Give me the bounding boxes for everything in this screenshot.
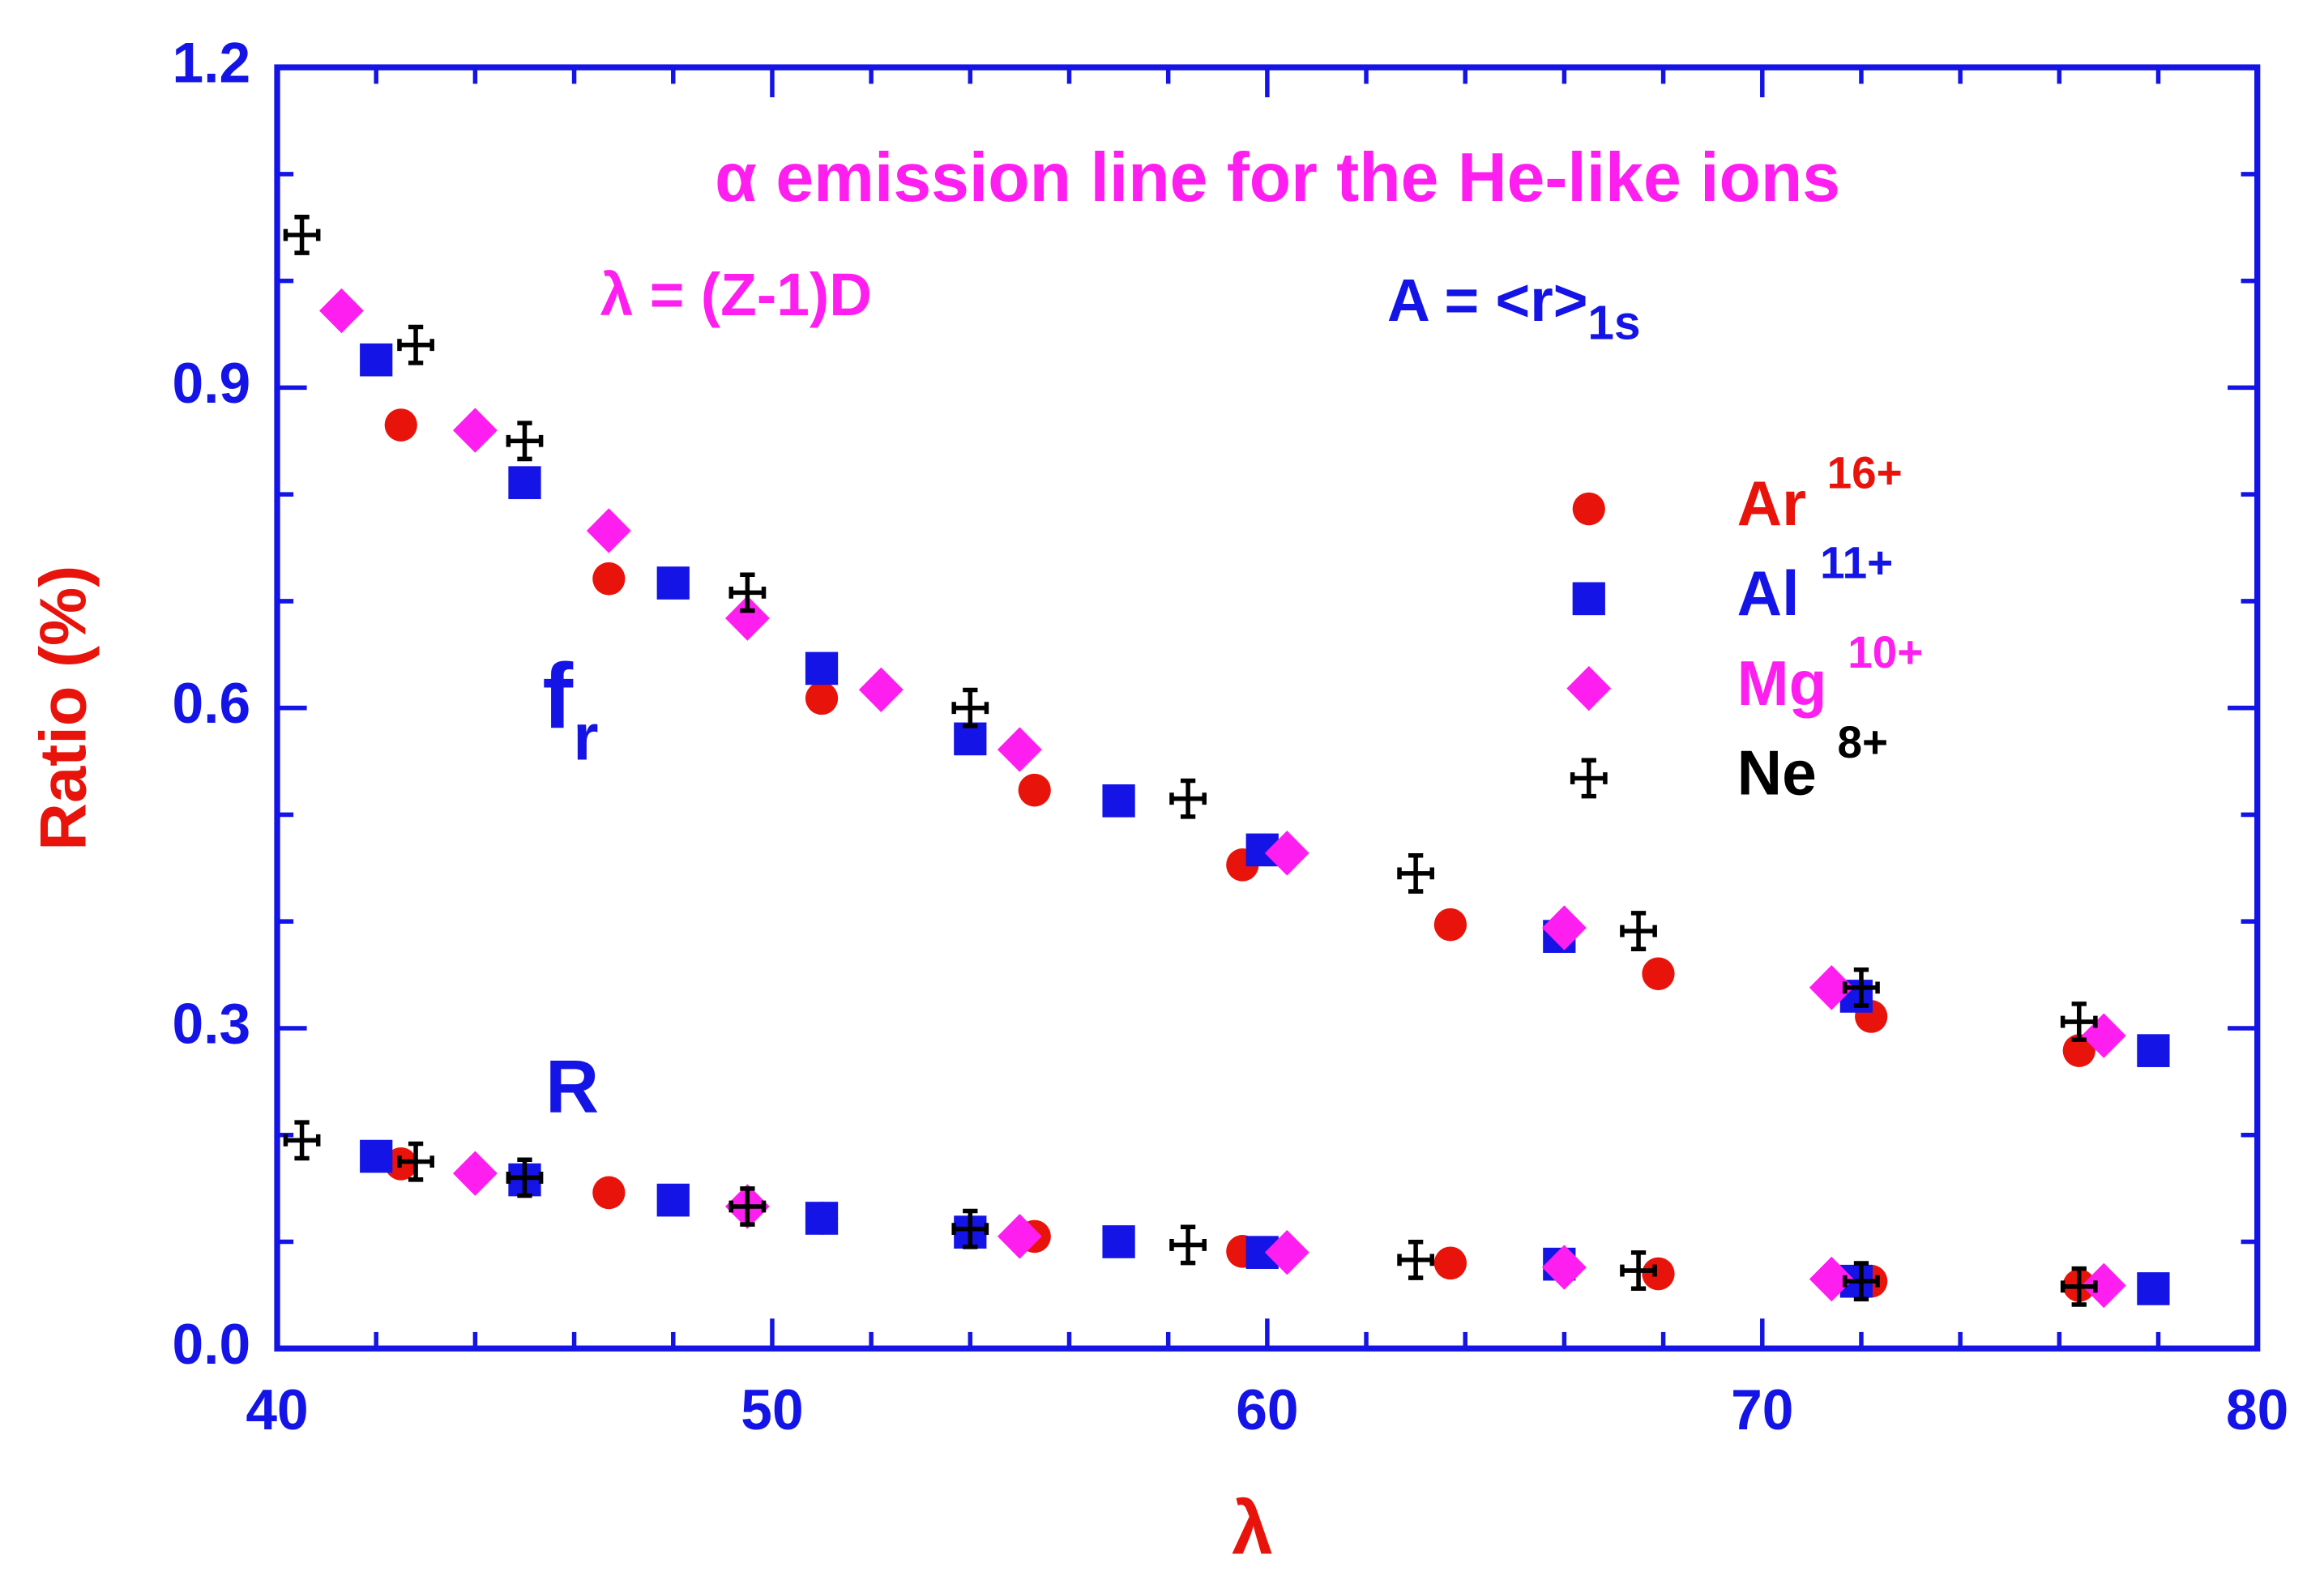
- annotation: R: [545, 1045, 599, 1128]
- x-tick-label: 40: [246, 1378, 308, 1441]
- point: [2060, 1002, 2098, 1042]
- annotation: λ = (Z-1)D: [600, 261, 872, 328]
- point: [1843, 967, 1880, 1008]
- y-tick-label: 0.6: [173, 672, 251, 735]
- chart-title: α emission line for the He-like ions: [715, 138, 1840, 215]
- point: [805, 681, 839, 715]
- legend-charge: 11+: [1820, 537, 1893, 587]
- legend-name: Ar: [1737, 469, 1806, 539]
- point: [397, 1141, 434, 1182]
- point: [1642, 957, 1675, 991]
- point: [1102, 1225, 1135, 1258]
- legend-name: Ne: [1737, 739, 1817, 809]
- point: [592, 1176, 626, 1210]
- annotation-main: A = <r>: [1387, 267, 1587, 334]
- point: [728, 1186, 767, 1227]
- point: [2060, 1266, 2098, 1307]
- point: [656, 1183, 690, 1217]
- point: [1541, 1245, 1587, 1290]
- legend-label: Al 11+: [1737, 537, 1893, 630]
- point: [319, 288, 364, 334]
- point: [452, 1151, 498, 1196]
- point: [1018, 773, 1051, 807]
- legend-name: Al: [1737, 559, 1800, 629]
- legend-marker: [1566, 665, 1612, 711]
- legend-marker: [1572, 492, 1605, 526]
- point: [1433, 1246, 1467, 1280]
- point: [1809, 965, 1854, 1010]
- point: [1169, 778, 1207, 819]
- legend-label: Ar 16+: [1737, 447, 1903, 540]
- annotation-sub: r: [573, 701, 598, 774]
- point: [586, 508, 631, 553]
- point: [1397, 1239, 1435, 1280]
- annotation: fr: [542, 645, 598, 775]
- point: [592, 562, 626, 596]
- point: [1620, 911, 1657, 951]
- x-axis-label: λ: [1232, 1487, 1273, 1570]
- point: [2137, 1272, 2170, 1305]
- x-tick-label: 60: [1236, 1378, 1298, 1441]
- legend-label: Ne 8+: [1737, 716, 1888, 809]
- point: [951, 1208, 989, 1249]
- point: [1642, 1257, 1675, 1291]
- point: [951, 687, 989, 728]
- point: [728, 572, 767, 613]
- point: [384, 408, 417, 442]
- legend-label: Mg 10+: [1737, 626, 1924, 719]
- point: [2062, 1034, 2095, 1067]
- point: [1102, 784, 1135, 818]
- point: [283, 215, 321, 255]
- point: [1397, 852, 1435, 894]
- legend-charge: 8+: [1837, 716, 1888, 767]
- legend-marker: [1572, 582, 1605, 616]
- point: [1843, 1261, 1880, 1302]
- y-tick-label: 0.9: [173, 352, 251, 415]
- y-tick-label: 0.3: [173, 992, 251, 1055]
- legend-marker: [1570, 758, 1608, 799]
- point: [805, 651, 839, 685]
- point: [858, 667, 904, 712]
- point: [997, 1214, 1042, 1259]
- legend-charge: 16+: [1827, 447, 1903, 498]
- point: [360, 1139, 393, 1173]
- legend-name: Mg: [1737, 649, 1827, 719]
- point: [656, 566, 690, 600]
- point: [2137, 1034, 2170, 1067]
- x-tick-label: 80: [2226, 1378, 2288, 1441]
- point: [1264, 831, 1309, 876]
- y-tick-label: 0.0: [173, 1312, 251, 1375]
- point: [506, 421, 544, 462]
- point: [508, 466, 541, 499]
- point: [506, 1157, 544, 1198]
- y-axis-label: Ratio (%): [28, 566, 100, 851]
- point: [1809, 1256, 1854, 1302]
- point: [283, 1120, 321, 1161]
- point: [1169, 1224, 1207, 1266]
- y-tick-label: 1.2: [173, 31, 251, 94]
- point: [805, 1202, 839, 1235]
- point: [452, 408, 498, 453]
- legend-charge: 10+: [1848, 626, 1923, 677]
- point: [397, 324, 434, 365]
- annotation: A = <r>1s: [1387, 267, 1640, 349]
- annotation-main: f: [542, 645, 574, 749]
- point: [1620, 1250, 1657, 1291]
- x-tick-label: 50: [741, 1378, 803, 1441]
- x-tick-label: 70: [1731, 1378, 1793, 1441]
- point: [1433, 908, 1467, 942]
- point: [360, 343, 393, 377]
- point: [724, 596, 770, 641]
- annotation-sub: 1s: [1587, 297, 1640, 349]
- point: [997, 727, 1042, 772]
